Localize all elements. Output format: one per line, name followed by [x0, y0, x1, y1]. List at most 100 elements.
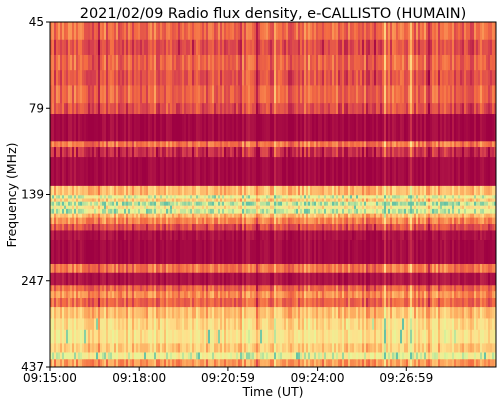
heatmap-cell [230, 22, 233, 41]
heatmap-cell [436, 114, 439, 142]
heatmap-cell [264, 39, 267, 56]
heatmap-cell [84, 157, 87, 187]
heatmap-cell [142, 213, 145, 218]
heatmap-cell [208, 263, 211, 274]
heatmap-cell [82, 85, 85, 104]
heatmap-cell [160, 157, 163, 187]
heatmap-cell [416, 201, 419, 206]
heatmap-cell [208, 85, 211, 104]
heatmap-cell [188, 195, 191, 199]
heatmap-cell [460, 54, 463, 71]
heatmap-cell [360, 201, 363, 206]
heatmap-cell [54, 224, 57, 231]
heatmap-cell [282, 198, 285, 202]
heatmap-cell [96, 114, 99, 142]
heatmap-cell [136, 224, 139, 231]
heatmap-cell [364, 213, 367, 218]
heatmap-cell [238, 147, 241, 158]
heatmap-cell [294, 198, 297, 202]
heatmap-cell [354, 195, 357, 199]
heatmap-cell [94, 230, 97, 241]
heatmap-cell [62, 70, 65, 86]
heatmap-cell [148, 263, 151, 274]
heatmap-cell [162, 205, 165, 210]
heatmap-cell [254, 195, 257, 199]
heatmap-cell [140, 217, 143, 225]
heatmap-cell [416, 217, 419, 225]
heatmap-cell [90, 141, 93, 148]
heatmap-cell [284, 213, 287, 218]
heatmap-cell [114, 205, 117, 210]
heatmap-cell [408, 213, 411, 218]
heatmap-cell [226, 263, 229, 274]
heatmap-cell [74, 263, 77, 274]
heatmap-cell [106, 263, 109, 274]
heatmap-cell [280, 263, 283, 274]
heatmap-cell [202, 195, 205, 199]
heatmap-cell [360, 217, 363, 225]
heatmap-cell [444, 230, 447, 241]
heatmap-cell [428, 185, 431, 196]
heatmap-cell [442, 230, 445, 241]
heatmap-cell [268, 198, 271, 202]
heatmap-cell [460, 240, 463, 265]
heatmap-cell [490, 230, 493, 241]
heatmap-cell [170, 103, 173, 115]
heatmap-cell [328, 70, 331, 86]
heatmap-cell [484, 213, 487, 218]
heatmap-cell [426, 103, 429, 115]
heatmap-cell [258, 263, 261, 274]
heatmap-cell [432, 201, 435, 206]
heatmap-cell [78, 141, 81, 148]
heatmap-cell [144, 103, 147, 115]
heatmap-cell [150, 230, 153, 241]
heatmap-cell [246, 198, 249, 202]
heatmap-cell [464, 263, 467, 274]
heatmap-cell [224, 213, 227, 218]
heatmap-cell [54, 70, 57, 86]
heatmap-cell [460, 185, 463, 196]
heatmap-cell [296, 195, 299, 199]
heatmap-cell [118, 103, 121, 115]
heatmap-cell [162, 195, 165, 199]
heatmap-cell [118, 54, 121, 71]
heatmap-cell [196, 141, 199, 148]
heatmap-cell [80, 22, 83, 41]
heatmap-cell [372, 39, 375, 56]
heatmap-cell [160, 224, 163, 231]
heatmap-cell [406, 22, 409, 41]
heatmap-cell [264, 213, 267, 218]
heatmap-cell [396, 217, 399, 225]
heatmap-cell [258, 114, 261, 142]
heatmap-cell [174, 263, 177, 274]
heatmap-cell [360, 195, 363, 199]
heatmap-cell [56, 157, 59, 187]
heatmap-cell [110, 185, 113, 196]
heatmap-cell [398, 157, 401, 187]
heatmap-cell [192, 213, 195, 218]
heatmap-cell [492, 201, 495, 206]
heatmap-cell [466, 205, 469, 210]
heatmap-cell [400, 157, 403, 187]
heatmap-cell [278, 213, 281, 218]
heatmap-cell [484, 22, 487, 41]
heatmap-cell [94, 240, 97, 265]
heatmap-cell [102, 208, 105, 214]
heatmap-cell [200, 39, 203, 56]
heatmap-cell [480, 103, 483, 115]
heatmap-cell [316, 213, 319, 218]
heatmap-cell [178, 263, 181, 274]
heatmap-cell [488, 217, 491, 225]
heatmap-cell [494, 70, 497, 86]
heatmap-cell [308, 217, 311, 225]
heatmap-cell [484, 240, 487, 265]
heatmap-cell [154, 85, 157, 104]
heatmap-cell [348, 213, 351, 218]
heatmap-cell [66, 240, 69, 265]
heatmap-cell [286, 230, 289, 241]
heatmap-cell [306, 147, 309, 158]
heatmap-cell [152, 217, 155, 225]
heatmap-cell [304, 201, 307, 206]
heatmap-cell [190, 198, 193, 202]
heatmap-cell [320, 240, 323, 265]
